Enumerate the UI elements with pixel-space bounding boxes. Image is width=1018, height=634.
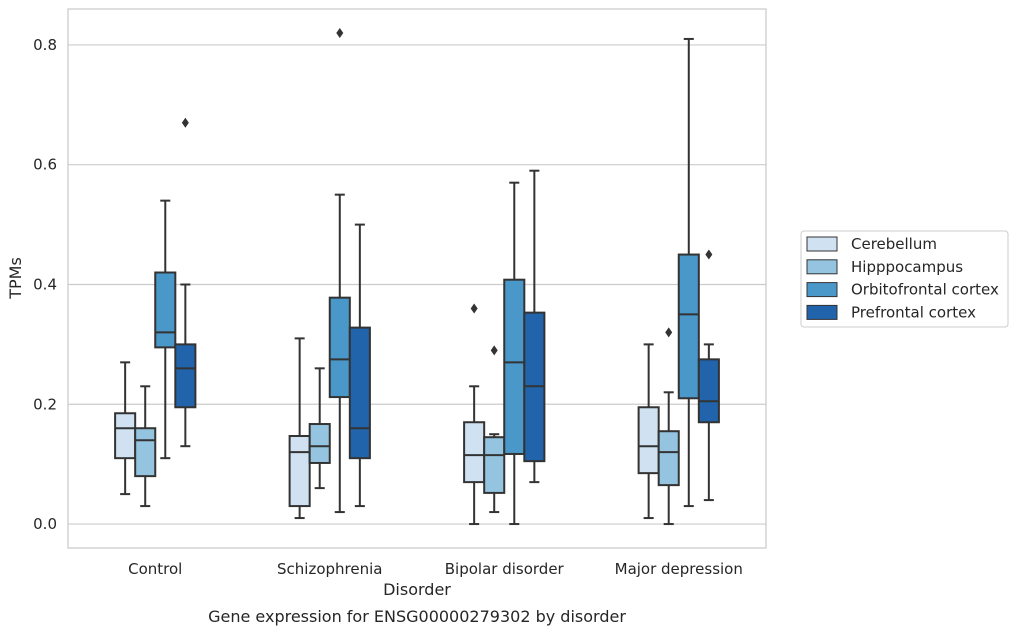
box-cerebellum [114, 361, 137, 496]
box-orbitofrontal-cortex [677, 37, 700, 508]
box-prefrontal-cortex [697, 249, 720, 502]
x-tick-label: Bipolar disorder [445, 560, 565, 578]
outlier-point [705, 249, 713, 260]
box-body [154, 271, 177, 349]
legend-swatch [806, 236, 838, 252]
legend-label: Prefrontal cortex [851, 303, 976, 321]
x-tick-label: Schizophrenia [277, 560, 382, 578]
plot-area-frame [67, 8, 767, 549]
box-prefrontal-cortex [523, 169, 546, 484]
box-prefrontal-cortex [174, 117, 197, 448]
box-body [328, 296, 351, 399]
x-tick-labels: Control Schizophrenia Bipolar disorder Majo… [128, 560, 743, 578]
box-prefrontal-cortex [348, 223, 371, 508]
x-tick-label: Control [128, 560, 182, 578]
legend-label: Hipppocampus [851, 258, 963, 276]
figure-caption: Gene expression for ENSG00000279302 by d… [208, 607, 626, 626]
y-tick-labels: 0.0 0.2 0.4 0.6 0.8 [33, 36, 57, 533]
box-orbitofrontal-cortex [503, 181, 526, 526]
outlier-point [336, 27, 344, 38]
box-body [288, 435, 311, 508]
y-tick-label: 0.4 [33, 275, 57, 293]
x-axis-label: Disorder [383, 580, 451, 599]
box-hipppocampus [308, 367, 331, 490]
legend-swatch [806, 282, 838, 298]
box-body [348, 326, 371, 460]
box-hipppocampus [657, 327, 680, 526]
box-body [134, 427, 157, 478]
box-orbitofrontal-cortex [328, 27, 351, 514]
box-body [503, 278, 526, 455]
box-body [637, 406, 660, 475]
y-tick-label: 0.0 [33, 515, 57, 533]
outlier-point [470, 303, 478, 314]
legend-frame [800, 230, 1009, 328]
legend-label: Cerebellum [851, 235, 937, 253]
outlier-point [665, 327, 673, 338]
legend-swatch [806, 304, 838, 320]
box-body [677, 253, 700, 400]
box-cerebellum [637, 343, 660, 520]
box-body [697, 358, 720, 424]
y-tick-label: 0.2 [33, 395, 57, 413]
box-body [483, 436, 506, 494]
y-axis-label: TPMs [6, 257, 25, 300]
outlier-point [181, 117, 189, 128]
y-tick-label: 0.6 [33, 156, 57, 174]
box-orbitofrontal-cortex [154, 199, 177, 460]
box-body [308, 423, 331, 464]
box-cerebellum [463, 303, 486, 526]
box-hipppocampus [483, 345, 506, 514]
box-body [114, 412, 137, 460]
box-body [463, 421, 486, 484]
box-body [174, 343, 197, 409]
x-tick-label: Major depression [615, 560, 743, 578]
legend: Cerebellum Hipppocampus Orbitofrontal cort… [800, 230, 1009, 328]
box-hipppocampus [134, 385, 157, 508]
box-body [657, 430, 680, 487]
y-tick-label: 0.8 [33, 36, 57, 54]
box-cerebellum [288, 337, 311, 520]
legend-swatch [806, 259, 838, 275]
outlier-point [490, 345, 498, 356]
boxes [114, 27, 720, 526]
legend-label: Orbitofrontal cortex [851, 281, 999, 299]
